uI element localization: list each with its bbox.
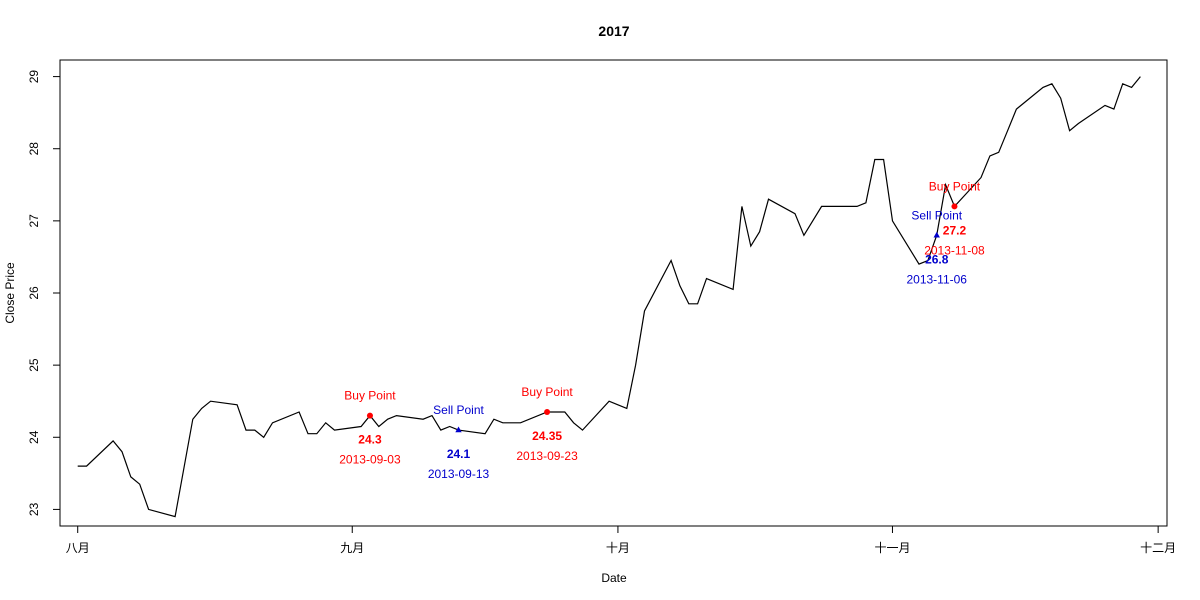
sell-price-label: 26.8	[925, 252, 949, 266]
y-tick-label: 28	[27, 142, 41, 156]
sell-marker	[933, 231, 940, 238]
buy-price-label: 27.2	[943, 223, 967, 237]
y-axis: 23 24 25 26 27 28 29	[27, 70, 60, 516]
buy-marker	[951, 203, 958, 210]
buy-point-annotation: Buy Point 24.35 2013-09-23	[516, 385, 578, 463]
y-tick-label: 24	[27, 430, 41, 444]
y-tick-label: 29	[27, 70, 41, 84]
y-tick-label: 25	[27, 358, 41, 372]
buy-marker	[544, 409, 551, 416]
buy-date-label: 2013-09-23	[516, 449, 578, 463]
x-tick-label: 八月	[66, 541, 90, 555]
sell-date-label: 2013-09-13	[428, 467, 490, 481]
buy-price-label: 24.3	[358, 433, 382, 447]
buy-point-annotation: Buy Point 24.3 2013-09-03	[339, 389, 401, 467]
plot-frame	[59, 59, 1168, 527]
sell-date-label: 2013-11-06	[906, 272, 967, 286]
buy-date-label: 2013-11-08	[924, 243, 985, 257]
x-axis: 八月 九月 十月 十一月 十二月	[66, 526, 1176, 555]
y-tick-label: 26	[27, 286, 41, 300]
buy-point-label: Buy Point	[929, 179, 981, 193]
buy-date-label: 2013-09-03	[339, 453, 401, 467]
sell-marker	[455, 426, 462, 433]
sell-point-label: Sell Point	[433, 403, 484, 417]
sell-price-label: 24.1	[447, 447, 471, 461]
x-tick-label: 十一月	[874, 541, 910, 555]
buy-point-label: Buy Point	[344, 389, 396, 403]
buy-point-annotation: Buy Point 27.2 2013-11-08	[924, 179, 985, 257]
sell-point-annotation: Sell Point 24.1 2013-09-13	[428, 403, 490, 481]
chart-title: 2017	[598, 23, 629, 39]
y-tick-label: 23	[27, 502, 41, 516]
buy-price-label: 24.35	[532, 429, 562, 443]
x-tick-label: 十月	[606, 541, 630, 555]
y-tick-label: 27	[27, 214, 41, 228]
sell-point-annotation: Sell Point 26.8 2013-11-06	[906, 208, 967, 286]
sell-point-label: Sell Point	[911, 208, 962, 222]
x-tick-label: 九月	[340, 541, 364, 555]
series-layer	[77, 76, 1141, 518]
buy-marker	[366, 412, 373, 419]
y-axis-label: Close Price	[3, 262, 17, 324]
x-tick-label: 十二月	[1140, 541, 1176, 555]
buy-point-label: Buy Point	[521, 385, 573, 399]
close-price-line	[77, 76, 1141, 518]
annotation-layer: Buy Point 24.3 2013-09-03 Sell Point 24.1 201…	[339, 179, 985, 481]
x-axis-label: Date	[601, 571, 627, 585]
